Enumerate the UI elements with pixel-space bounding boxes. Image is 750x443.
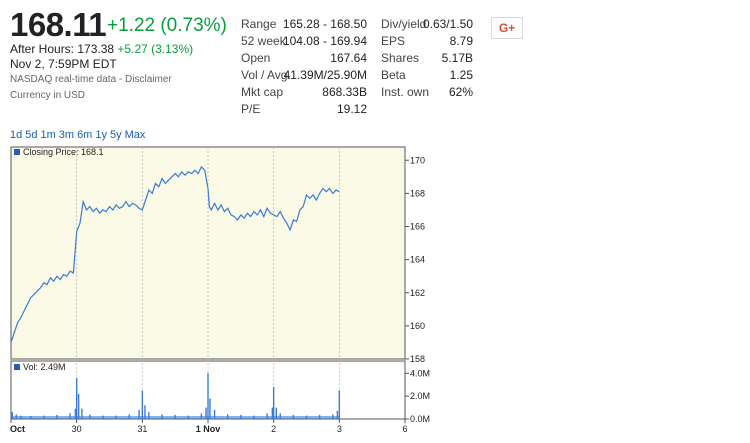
price-legend: Closing Price: 168.1	[23, 147, 104, 157]
x-tick-label: Oct	[10, 424, 25, 434]
google-plus-button[interactable]: G+	[491, 17, 523, 39]
x-tick-label: 6	[402, 424, 407, 434]
x-tick-label: 2	[271, 424, 276, 434]
x-tick-label: 31	[137, 424, 147, 434]
stock-price: 168.11	[10, 6, 107, 43]
range-5y[interactable]: 5y	[109, 129, 122, 141]
range-1y[interactable]: 1y	[95, 129, 107, 141]
vol-tick-label: 2.0M	[410, 391, 430, 401]
stats-column-2: Div/yield 0.63/1.50 EPS 8.79 Shares 5.17B Beta…	[381, 16, 473, 101]
x-tick-label: 3	[337, 424, 342, 434]
y-tick-label: 158	[410, 354, 425, 364]
y-tick-label: 160	[410, 321, 425, 331]
quote-timestamp: Nov 2, 7:59PM EDT	[10, 57, 117, 71]
stat-value: 0.63/1.50	[422, 17, 473, 31]
stat-label: EPS	[381, 34, 406, 48]
y-tick-label: 164	[410, 255, 425, 265]
stat-value: 167.64	[330, 51, 367, 65]
stat-label: Range	[241, 17, 277, 31]
range-5d[interactable]: 5d	[25, 129, 38, 141]
volume-baseline	[11, 416, 340, 419]
y-tick-label: 170	[410, 155, 425, 165]
stat-value: 62%	[448, 85, 473, 99]
stat-label: P/E	[241, 102, 261, 116]
stat-row: Shares 5.17B	[381, 50, 473, 67]
vol-tick-label: 4.0M	[410, 368, 430, 378]
volume-legend: Vol: 2.49M	[23, 362, 66, 372]
vol-legend-swatch	[14, 364, 20, 370]
stat-row: P/E 19.12	[241, 101, 367, 118]
stat-value: 41.39M/25.90M	[283, 68, 367, 82]
range-6m[interactable]: 6m	[77, 129, 93, 141]
stat-label: Vol / Avg.	[241, 68, 291, 82]
stat-value: 104.08 - 169.94	[282, 34, 367, 48]
stat-row: Vol / Avg. 41.39M/25.90M	[241, 67, 367, 84]
x-tick-label: 1 Nov	[196, 424, 221, 434]
range-max[interactable]: Max	[124, 129, 146, 141]
price-line	[10, 165, 340, 343]
after-hours-change: +5.27 (3.13%)	[117, 42, 194, 56]
stat-value: 8.79	[449, 34, 473, 48]
stat-label: Mkt cap	[241, 85, 284, 99]
stat-row: Open 167.64	[241, 50, 367, 67]
stat-row: Div/yield 0.63/1.50	[381, 16, 473, 33]
range-1d[interactable]: 1d	[10, 129, 23, 141]
x-tick-label: 30	[72, 424, 82, 434]
after-hours-price: 173.38	[77, 42, 115, 56]
stat-row: 52 week 104.08 - 169.94	[241, 33, 367, 50]
legend-swatch	[14, 149, 20, 155]
after-hours-label: After Hours:	[10, 42, 75, 56]
currency-note: Currency in USD	[10, 90, 86, 101]
stat-label: Beta	[381, 68, 406, 82]
stat-value: 1.25	[449, 68, 473, 82]
range-3m[interactable]: 3m	[58, 129, 75, 141]
stat-value: 165.28 - 168.50	[282, 17, 367, 31]
stat-label: Inst. own	[381, 85, 430, 99]
y-tick-label: 168	[410, 188, 425, 198]
stat-row: Beta 1.25	[381, 67, 473, 84]
stat-value: 19.12	[336, 102, 367, 116]
stat-label: 52 week	[241, 34, 286, 48]
y-tick-label: 162	[410, 288, 425, 298]
stat-label: Shares	[381, 51, 420, 65]
stat-row: Mkt cap 868.33B	[241, 84, 367, 101]
stat-row: Inst. own 62%	[381, 84, 473, 101]
stat-row: Range 165.28 - 168.50	[241, 16, 367, 33]
price-chart[interactable]: 170 168 166 164 162 160 158 Closing Price: 168.…	[0, 143, 440, 443]
range-1m[interactable]: 1m	[40, 129, 56, 141]
y-tick-label: 166	[410, 222, 425, 232]
stat-value: 5.17B	[441, 51, 473, 65]
vol-tick-label: 0.0M	[410, 414, 430, 424]
after-hours: After Hours: 173.38 +5.27 (3.13%)	[10, 42, 193, 56]
stat-label: Div/yield	[381, 17, 427, 31]
stats-column-1: Range 165.28 - 168.50 52 week 104.08 - 169.…	[241, 16, 367, 118]
stat-label: Open	[241, 51, 271, 65]
range-selector: 1d 5d 1m 3m 6m 1y 5y Max	[10, 129, 148, 141]
data-source-disclaimer[interactable]: NASDAQ real-time data - Disclaimer	[10, 74, 172, 85]
stat-row: EPS 8.79	[381, 33, 473, 50]
price-change: +1.22 (0.73%)	[107, 15, 227, 36]
stat-value: 868.33B	[322, 85, 367, 99]
